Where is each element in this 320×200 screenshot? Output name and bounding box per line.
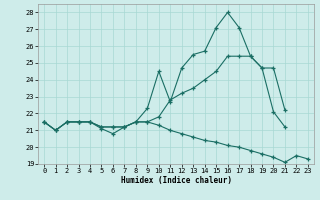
X-axis label: Humidex (Indice chaleur): Humidex (Indice chaleur) xyxy=(121,176,231,185)
